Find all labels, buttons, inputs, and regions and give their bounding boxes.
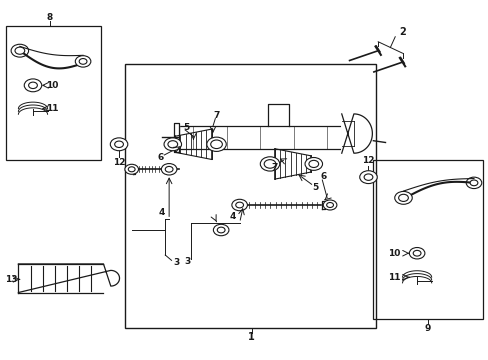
Circle shape (206, 137, 226, 152)
Text: 8: 8 (47, 13, 53, 22)
Circle shape (412, 250, 420, 256)
Circle shape (305, 157, 322, 170)
Circle shape (323, 200, 336, 210)
Text: 4: 4 (229, 212, 236, 221)
Text: 12: 12 (113, 158, 125, 167)
Text: 10: 10 (46, 81, 59, 90)
Text: 3: 3 (173, 258, 179, 267)
Bar (125, 64, 375, 328)
Text: 2: 2 (398, 27, 405, 37)
Circle shape (469, 180, 477, 186)
Circle shape (217, 227, 224, 233)
Circle shape (165, 166, 173, 172)
Polygon shape (322, 201, 324, 209)
Polygon shape (19, 264, 103, 293)
Bar (372, 160, 482, 319)
Text: 7: 7 (271, 163, 277, 172)
Text: 10: 10 (387, 249, 399, 258)
Circle shape (408, 248, 424, 259)
Circle shape (110, 138, 127, 151)
Circle shape (210, 140, 222, 149)
Text: 6: 6 (157, 153, 163, 162)
Circle shape (163, 138, 181, 151)
Polygon shape (341, 114, 371, 153)
Circle shape (398, 194, 407, 202)
Circle shape (394, 192, 411, 204)
Text: 12: 12 (362, 156, 374, 165)
Circle shape (161, 163, 177, 175)
Circle shape (465, 177, 481, 189)
Circle shape (15, 47, 25, 54)
Text: 4: 4 (159, 208, 165, 217)
Text: 5: 5 (311, 183, 318, 192)
Text: 13: 13 (5, 275, 18, 284)
Circle shape (24, 79, 41, 92)
Text: 7: 7 (213, 111, 220, 120)
Circle shape (308, 160, 318, 167)
Circle shape (264, 159, 275, 168)
Circle shape (11, 44, 29, 57)
Circle shape (231, 199, 247, 211)
Text: 1: 1 (248, 332, 255, 342)
Text: 5: 5 (183, 123, 189, 132)
Polygon shape (132, 165, 135, 174)
Circle shape (115, 141, 123, 148)
Circle shape (326, 203, 333, 207)
Text: 9: 9 (424, 324, 430, 333)
Circle shape (128, 167, 135, 172)
Circle shape (167, 141, 177, 148)
Polygon shape (174, 123, 179, 152)
Circle shape (75, 56, 91, 67)
Circle shape (260, 157, 279, 171)
Circle shape (235, 202, 243, 208)
Circle shape (359, 171, 376, 184)
Bar (6, 26, 101, 160)
Circle shape (124, 164, 138, 174)
Circle shape (364, 174, 372, 180)
Text: 3: 3 (184, 257, 190, 266)
Circle shape (79, 59, 87, 64)
Text: 11: 11 (46, 104, 59, 113)
Bar (179, 126, 341, 149)
Circle shape (29, 82, 37, 89)
Text: 6: 6 (320, 172, 325, 181)
Text: 11: 11 (387, 273, 399, 282)
Circle shape (213, 224, 228, 236)
